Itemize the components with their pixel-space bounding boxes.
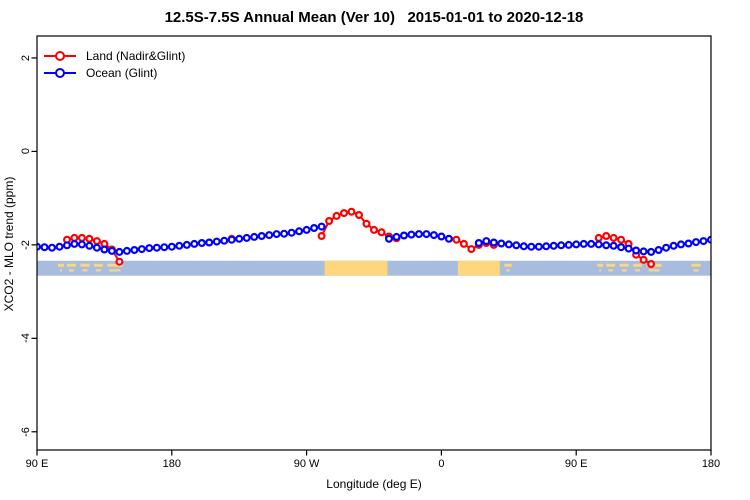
map-strip-land	[324, 260, 388, 276]
map-strip-land-speckle	[606, 263, 616, 267]
map-strip-land-speckle	[109, 269, 121, 272]
land-series-marker-icon	[44, 50, 76, 61]
plot-area	[37, 207, 711, 276]
x-tick-label: 180	[701, 458, 721, 470]
x-axis-title: Longitude (deg E)	[326, 477, 422, 491]
map-strip-land-speckle	[621, 269, 627, 272]
x-tick-label: 0	[438, 458, 445, 470]
chart-title: 12.5S-7.5S Annual Mean (Ver 10) 2015-01-…	[164, 9, 584, 26]
map-strip-land-speckle	[506, 269, 510, 272]
map-strip-land-speckle	[57, 263, 64, 267]
legend-label-ocean: Ocean (Glint)	[86, 65, 158, 80]
x-tick-label: 180	[162, 458, 181, 470]
y-tick-label: 0	[20, 148, 32, 155]
y-tick-label: -6	[20, 426, 32, 437]
map-strip-land-speckle	[93, 263, 103, 267]
series-ocean	[37, 222, 711, 256]
map-strip-land-speckle	[504, 263, 512, 267]
map-strip-land-speckle	[599, 269, 602, 272]
map-strip-land-speckle	[107, 263, 123, 267]
legend-item-land: Land (Nadir&Glint)	[44, 47, 185, 64]
map-strip-land-speckle	[635, 269, 641, 272]
legend-label-land: Land (Nadir&Glint)	[86, 48, 186, 63]
map-strip-land-speckle	[608, 269, 614, 272]
y-tick-label: -4	[20, 333, 32, 344]
map-strip-land-speckle	[693, 269, 699, 272]
map-strip-land-speckle	[59, 269, 62, 272]
series-land	[62, 207, 656, 269]
ocean-series-marker-icon	[44, 67, 76, 78]
y-axis-title: XCO2 - MLO trend (ppm)	[2, 176, 16, 312]
map-strip-land-speckle	[597, 263, 604, 267]
map-strip-land-speckle	[95, 269, 101, 272]
x-tick-label: 90 E	[564, 458, 588, 470]
legend: Land (Nadir&Glint) Ocean (Glint)	[44, 47, 185, 81]
map-strip-land-speckle	[80, 263, 90, 267]
map-strip-land-speckle	[619, 263, 629, 267]
map-strip-land-speckle	[691, 263, 701, 267]
map-strip-land-speckle	[66, 263, 76, 267]
plot-border	[36, 35, 712, 451]
map-strip-land-speckle	[648, 269, 660, 272]
y-tick-label: 2	[20, 54, 32, 62]
map-strip-land-speckle	[82, 269, 88, 272]
map-strip-land-speckle	[633, 263, 643, 267]
map-strip-land	[457, 260, 500, 276]
map-strip-land-speckle	[68, 269, 74, 272]
x-tick-label: 90 E	[25, 458, 49, 470]
x-tick-label: 90 W	[293, 458, 320, 470]
legend-item-ocean: Ocean (Glint)	[44, 64, 185, 81]
y-tick-label: -2	[20, 239, 32, 250]
